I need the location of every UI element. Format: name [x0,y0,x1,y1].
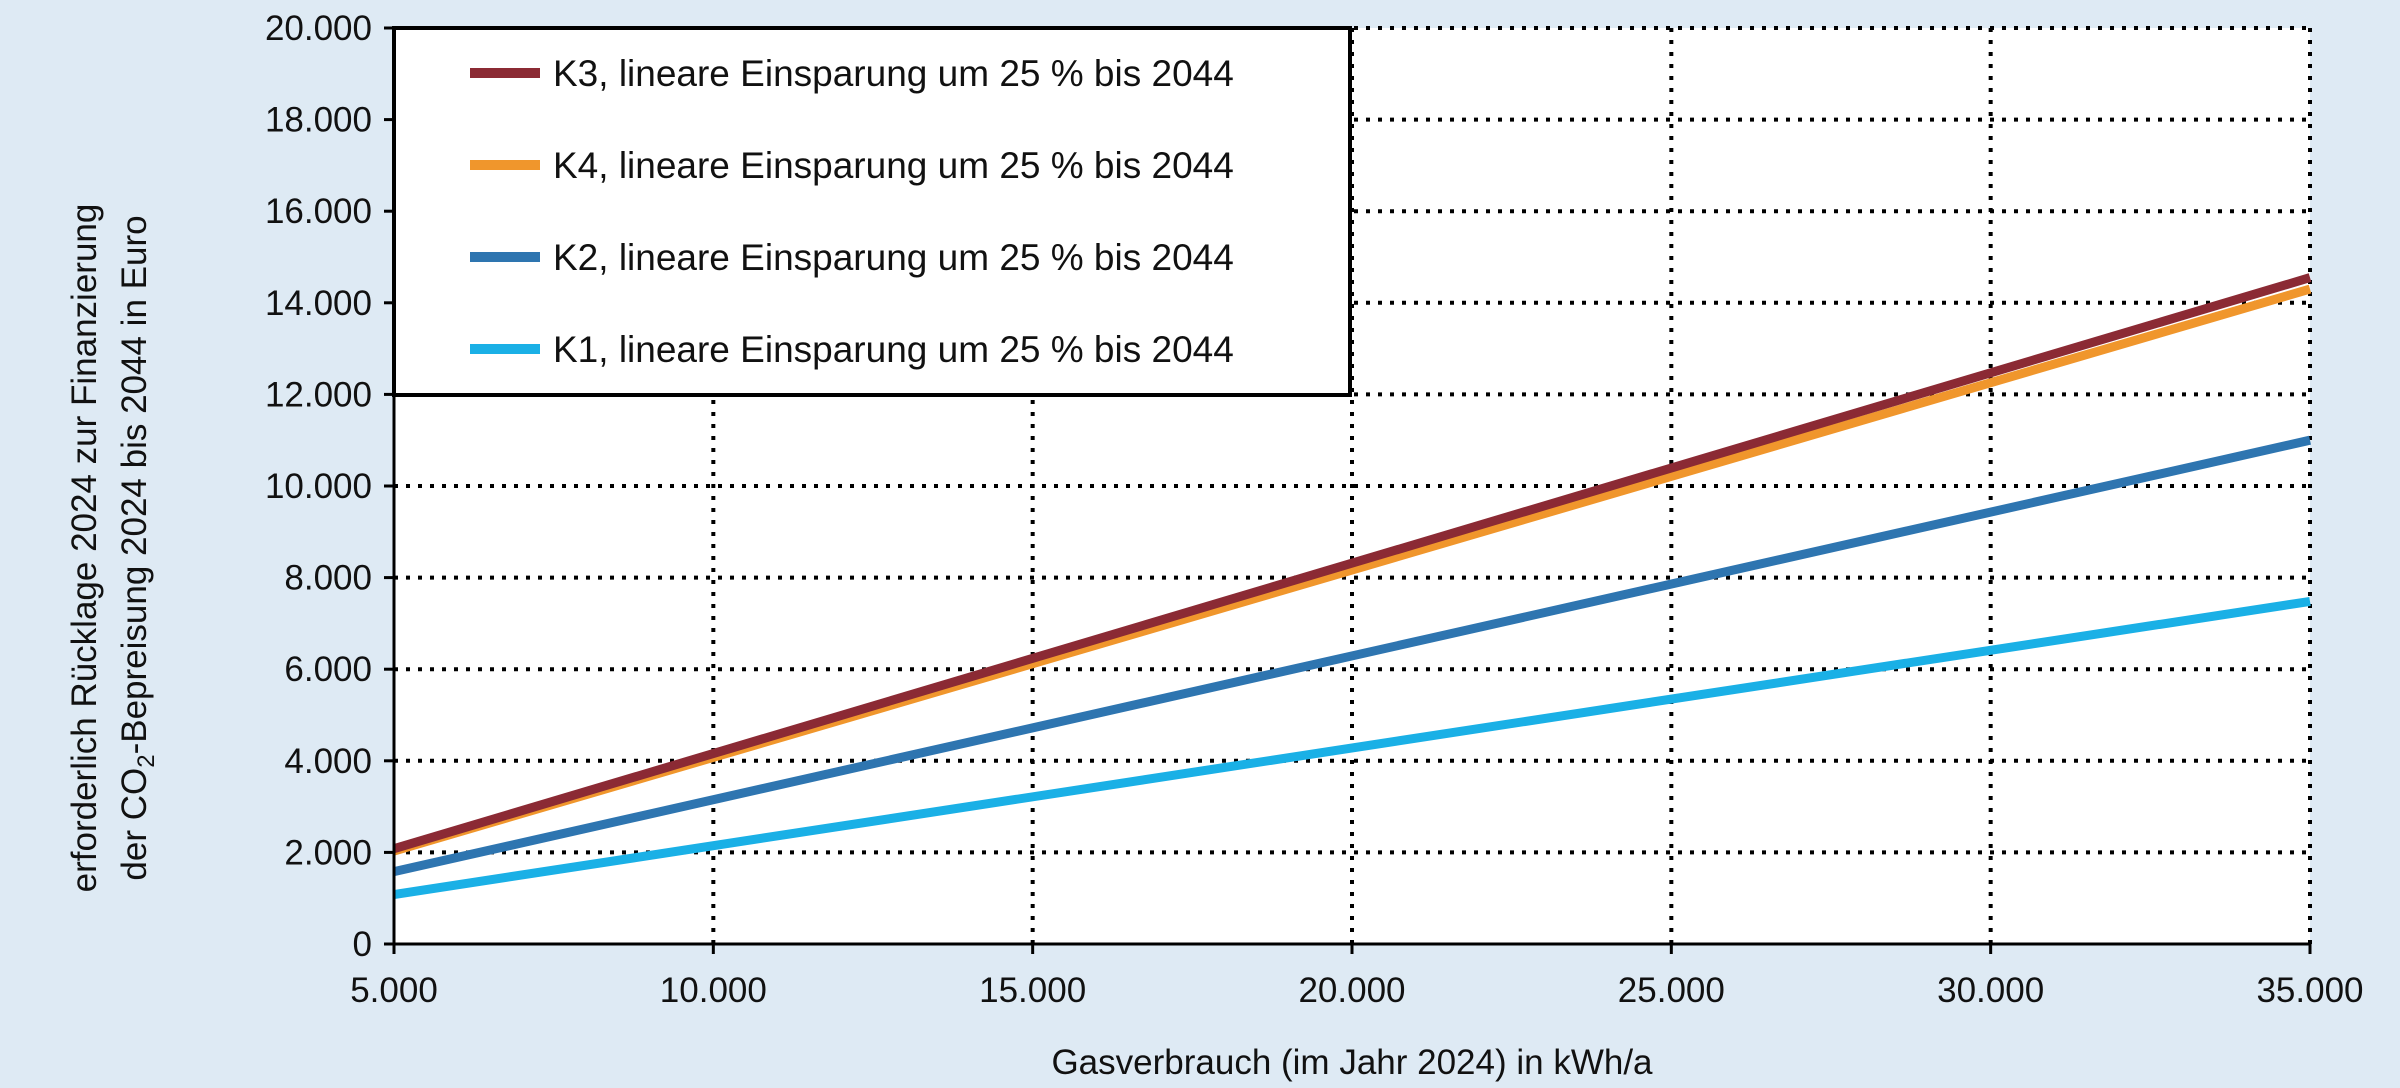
series-lines [392,273,2312,899]
x-tick-label: 25.000 [1618,971,1725,1010]
y-tick-labels: 0 2.000 4.000 6.000 8.000 10.000 12.000 14.000 1… [265,9,372,964]
y-tick-label: 14.000 [265,284,372,323]
y-tick-label: 10.000 [265,467,372,506]
legend-label: K3, lineare Einsparung um 25 % bis 2044 [553,53,1234,94]
x-tick-labels: 5.000 10.000 15.000 20.000 25.000 30.000 35.00… [350,971,2363,1010]
y-tick-label: 12.000 [265,375,372,414]
series-line [392,273,2312,854]
grid-lines [394,26,2312,944]
x-tick-label: 20.000 [1298,971,1405,1010]
y-tick-label: 16.000 [265,192,372,231]
legend: K3, lineare Einsparung um 25 % bis 2044 K… [392,26,1352,397]
legend-label: K2, lineare Einsparung um 25 % bis 2044 [553,237,1234,278]
y-tick-label: 18.000 [265,101,372,140]
y-axis-title-line-1: erforderlich Rücklage 2024 zur Finanzier… [65,204,104,893]
x-tick-label: 35.000 [2256,971,2363,1010]
y-tick-label: 4.000 [284,742,372,781]
y-tick-label: 6.000 [284,650,372,689]
x-tick-label: 10.000 [660,971,767,1010]
y-tick-label: 2.000 [284,833,372,872]
series-line [393,435,2311,877]
y-axis-title-line-2: der CO2-Bepreisung 2024 bis 2044 in Euro [115,215,160,880]
x-axis-title: Gasverbrauch (im Jahr 2024) in kWh/a [1051,1043,1653,1082]
legend-label: K4, lineare Einsparung um 25 % bis 2044 [553,145,1234,186]
y-tick-label: 8.000 [284,559,372,598]
x-tick-label: 5.000 [350,971,438,1010]
legend-box [392,26,1352,397]
co2-subscript: 2 [133,754,160,767]
y-tick-label: 0 [353,925,372,964]
y-tick-label: 20.000 [265,9,372,48]
x-tick-label: 30.000 [1937,971,2044,1010]
x-tick-label: 15.000 [979,971,1086,1010]
series-line [393,596,2311,899]
legend-label: K1, lineare Einsparung um 25 % bis 2044 [553,329,1234,370]
